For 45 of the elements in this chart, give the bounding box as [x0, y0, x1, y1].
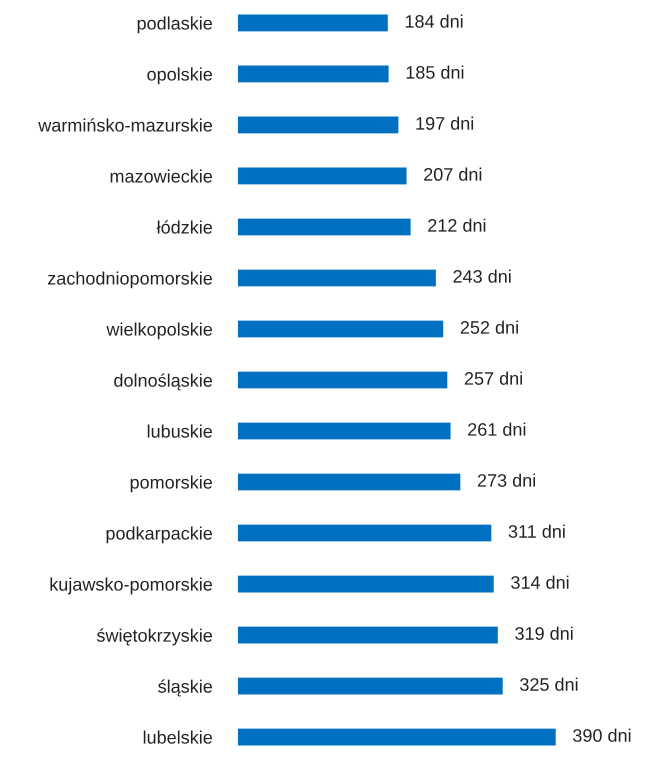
- bar: [238, 422, 451, 440]
- bar: [238, 576, 494, 592]
- data-label: 243 dni: [453, 270, 511, 283]
- bar: [238, 14, 388, 32]
- y-tick-label: świętokrzyskie: [96, 628, 212, 646]
- data-label: 319 dni: [515, 626, 573, 640]
- data-label: 311 dni: [508, 524, 565, 538]
- y-tick-label: mazowieckie: [110, 169, 212, 183]
- y-tick-label: warmińsko-mazurskie: [38, 118, 212, 132]
- y-tick-label: opolskie: [147, 67, 212, 84]
- bar: [238, 626, 498, 644]
- y-tick-label: wielkopolskie: [106, 322, 212, 340]
- bar: [238, 728, 556, 746]
- bar: [238, 524, 492, 542]
- data-label: 184 dni: [406, 14, 462, 28]
- y-tick-label: łódzkie: [156, 220, 212, 234]
- data-label: 185 dni: [406, 66, 464, 79]
- bar: [238, 372, 448, 388]
- data-label: 197 dni: [416, 116, 474, 130]
- data-label: 207 dni: [424, 168, 482, 181]
- y-tick-label: śląskie: [158, 679, 212, 696]
- y-tick-label: zachodniopomorskie: [48, 271, 212, 288]
- data-label: 273 dni: [478, 474, 536, 487]
- y-tick-label: lubuskie: [148, 424, 212, 438]
- data-label: 261 dni: [468, 422, 526, 436]
- data-label: 257 dni: [464, 372, 522, 385]
- y-tick-label: podkarpackie: [106, 526, 212, 544]
- y-tick-label: podlaskie: [138, 16, 212, 34]
- bar: [238, 218, 411, 236]
- y-tick-label: pomorskie: [130, 475, 212, 492]
- data-label: 252 dni: [460, 320, 518, 334]
- data-label: 314 dni: [511, 576, 568, 589]
- data-label: 390 dni: [573, 728, 630, 742]
- bar: [238, 678, 503, 694]
- data-label: 212 dni: [428, 218, 486, 232]
- y-tick-label: kujawsko-pomorskie: [50, 577, 212, 594]
- y-tick-label: dolnośląskie: [114, 373, 212, 390]
- y-tick-label: lubelskie: [144, 730, 212, 744]
- data-label: 325 dni: [520, 678, 578, 691]
- bar: [238, 320, 444, 338]
- bar: [238, 168, 407, 184]
- bar: [238, 474, 460, 490]
- bar: [238, 270, 436, 286]
- bar: [238, 66, 389, 82]
- bar: [238, 116, 398, 134]
